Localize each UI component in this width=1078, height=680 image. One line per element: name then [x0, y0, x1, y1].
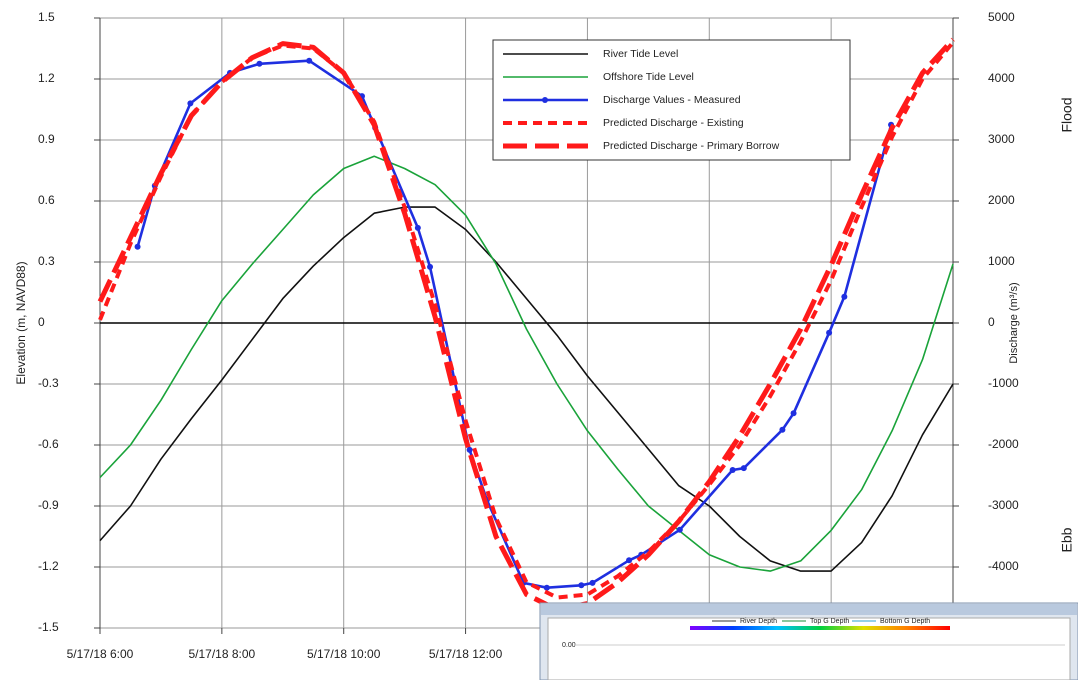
data-point — [134, 243, 141, 250]
y2-tick-label: 2000 — [988, 193, 1015, 207]
data-point — [841, 293, 848, 300]
legend-label: River Tide Level — [603, 48, 678, 60]
y2-tick-label: -1000 — [988, 376, 1019, 390]
data-point — [779, 426, 786, 433]
data-point — [466, 446, 473, 453]
legend-label: Predicted Discharge - Existing — [603, 117, 744, 129]
legend-label: Offshore Tide Level — [603, 71, 694, 83]
y2-axis-label: Discharge (m³/s) — [1008, 282, 1020, 363]
data-point — [187, 100, 194, 107]
y2-tick-label: 3000 — [988, 132, 1015, 146]
y-tick-label: 1.5 — [38, 10, 55, 24]
data-point — [826, 329, 833, 336]
data-point — [427, 263, 434, 270]
y-axis-label: Elevation (m, NAVD88) — [14, 261, 28, 384]
series-line — [97, 37, 955, 613]
y-tick-label: -1.2 — [38, 559, 59, 573]
data-point — [578, 582, 585, 589]
y2-tick-label: -2000 — [988, 437, 1019, 451]
data-point — [256, 60, 263, 67]
data-point — [626, 557, 633, 564]
data-point — [676, 526, 683, 533]
y-tick-label: 0.6 — [38, 193, 55, 207]
y-tick-label: 1.2 — [38, 71, 55, 85]
y-tick-label: -1.5 — [38, 620, 59, 634]
y-tick-label: -0.6 — [38, 437, 59, 451]
y-tick-label: 0.9 — [38, 132, 55, 146]
series-line — [99, 155, 954, 572]
x-tick-label: 5/17/18 12:00 — [429, 647, 503, 661]
series-line — [99, 206, 954, 572]
data-point — [589, 579, 596, 586]
inset-legend-label: River Depth — [740, 618, 777, 625]
y-tick-label: 0 — [38, 315, 45, 329]
x-tick-label: 5/17/18 8:00 — [188, 647, 255, 661]
annotation: Flood — [1059, 97, 1075, 132]
data-point — [306, 57, 313, 64]
legend-label: Discharge Values - Measured — [603, 94, 741, 106]
annotation: Ebb — [1059, 527, 1075, 552]
inset-titlebar — [541, 604, 1077, 615]
inset-colorbar — [690, 626, 950, 630]
legend-marker — [542, 97, 548, 103]
y2-tick-label: -4000 — [988, 559, 1019, 573]
data-point — [790, 410, 797, 417]
y2-tick-label: 0 — [988, 315, 995, 329]
legend: River Tide Level Offshore Tide Level Disch… — [492, 39, 851, 161]
inset-window: River Depth Top G Depth Bottom G Depth 0.00 — [539, 602, 1078, 680]
data-point — [740, 465, 747, 472]
y-tick-label: 0.3 — [38, 254, 55, 268]
inset-legend-label: Bottom G Depth — [880, 618, 930, 625]
y2-tick-label: 1000 — [988, 254, 1015, 268]
data-point — [414, 224, 421, 231]
inset-legend-label: Top G Depth — [810, 618, 849, 625]
y2-tick-label: -3000 — [988, 498, 1019, 512]
y-tick-label: -0.9 — [38, 498, 59, 512]
data-point — [729, 467, 736, 474]
y2-tick-label: 5000 — [988, 10, 1015, 24]
y2-tick-label: 4000 — [988, 71, 1015, 85]
data-point — [543, 584, 550, 591]
legend-label: Predicted Discharge - Primary Borrow — [603, 140, 780, 152]
x-tick-label: 5/17/18 6:00 — [67, 647, 134, 661]
x-tick-label: 5/17/18 10:00 — [307, 647, 381, 661]
inset-y-tick: 0.00 — [562, 642, 576, 649]
y-tick-label: -0.3 — [38, 376, 59, 390]
